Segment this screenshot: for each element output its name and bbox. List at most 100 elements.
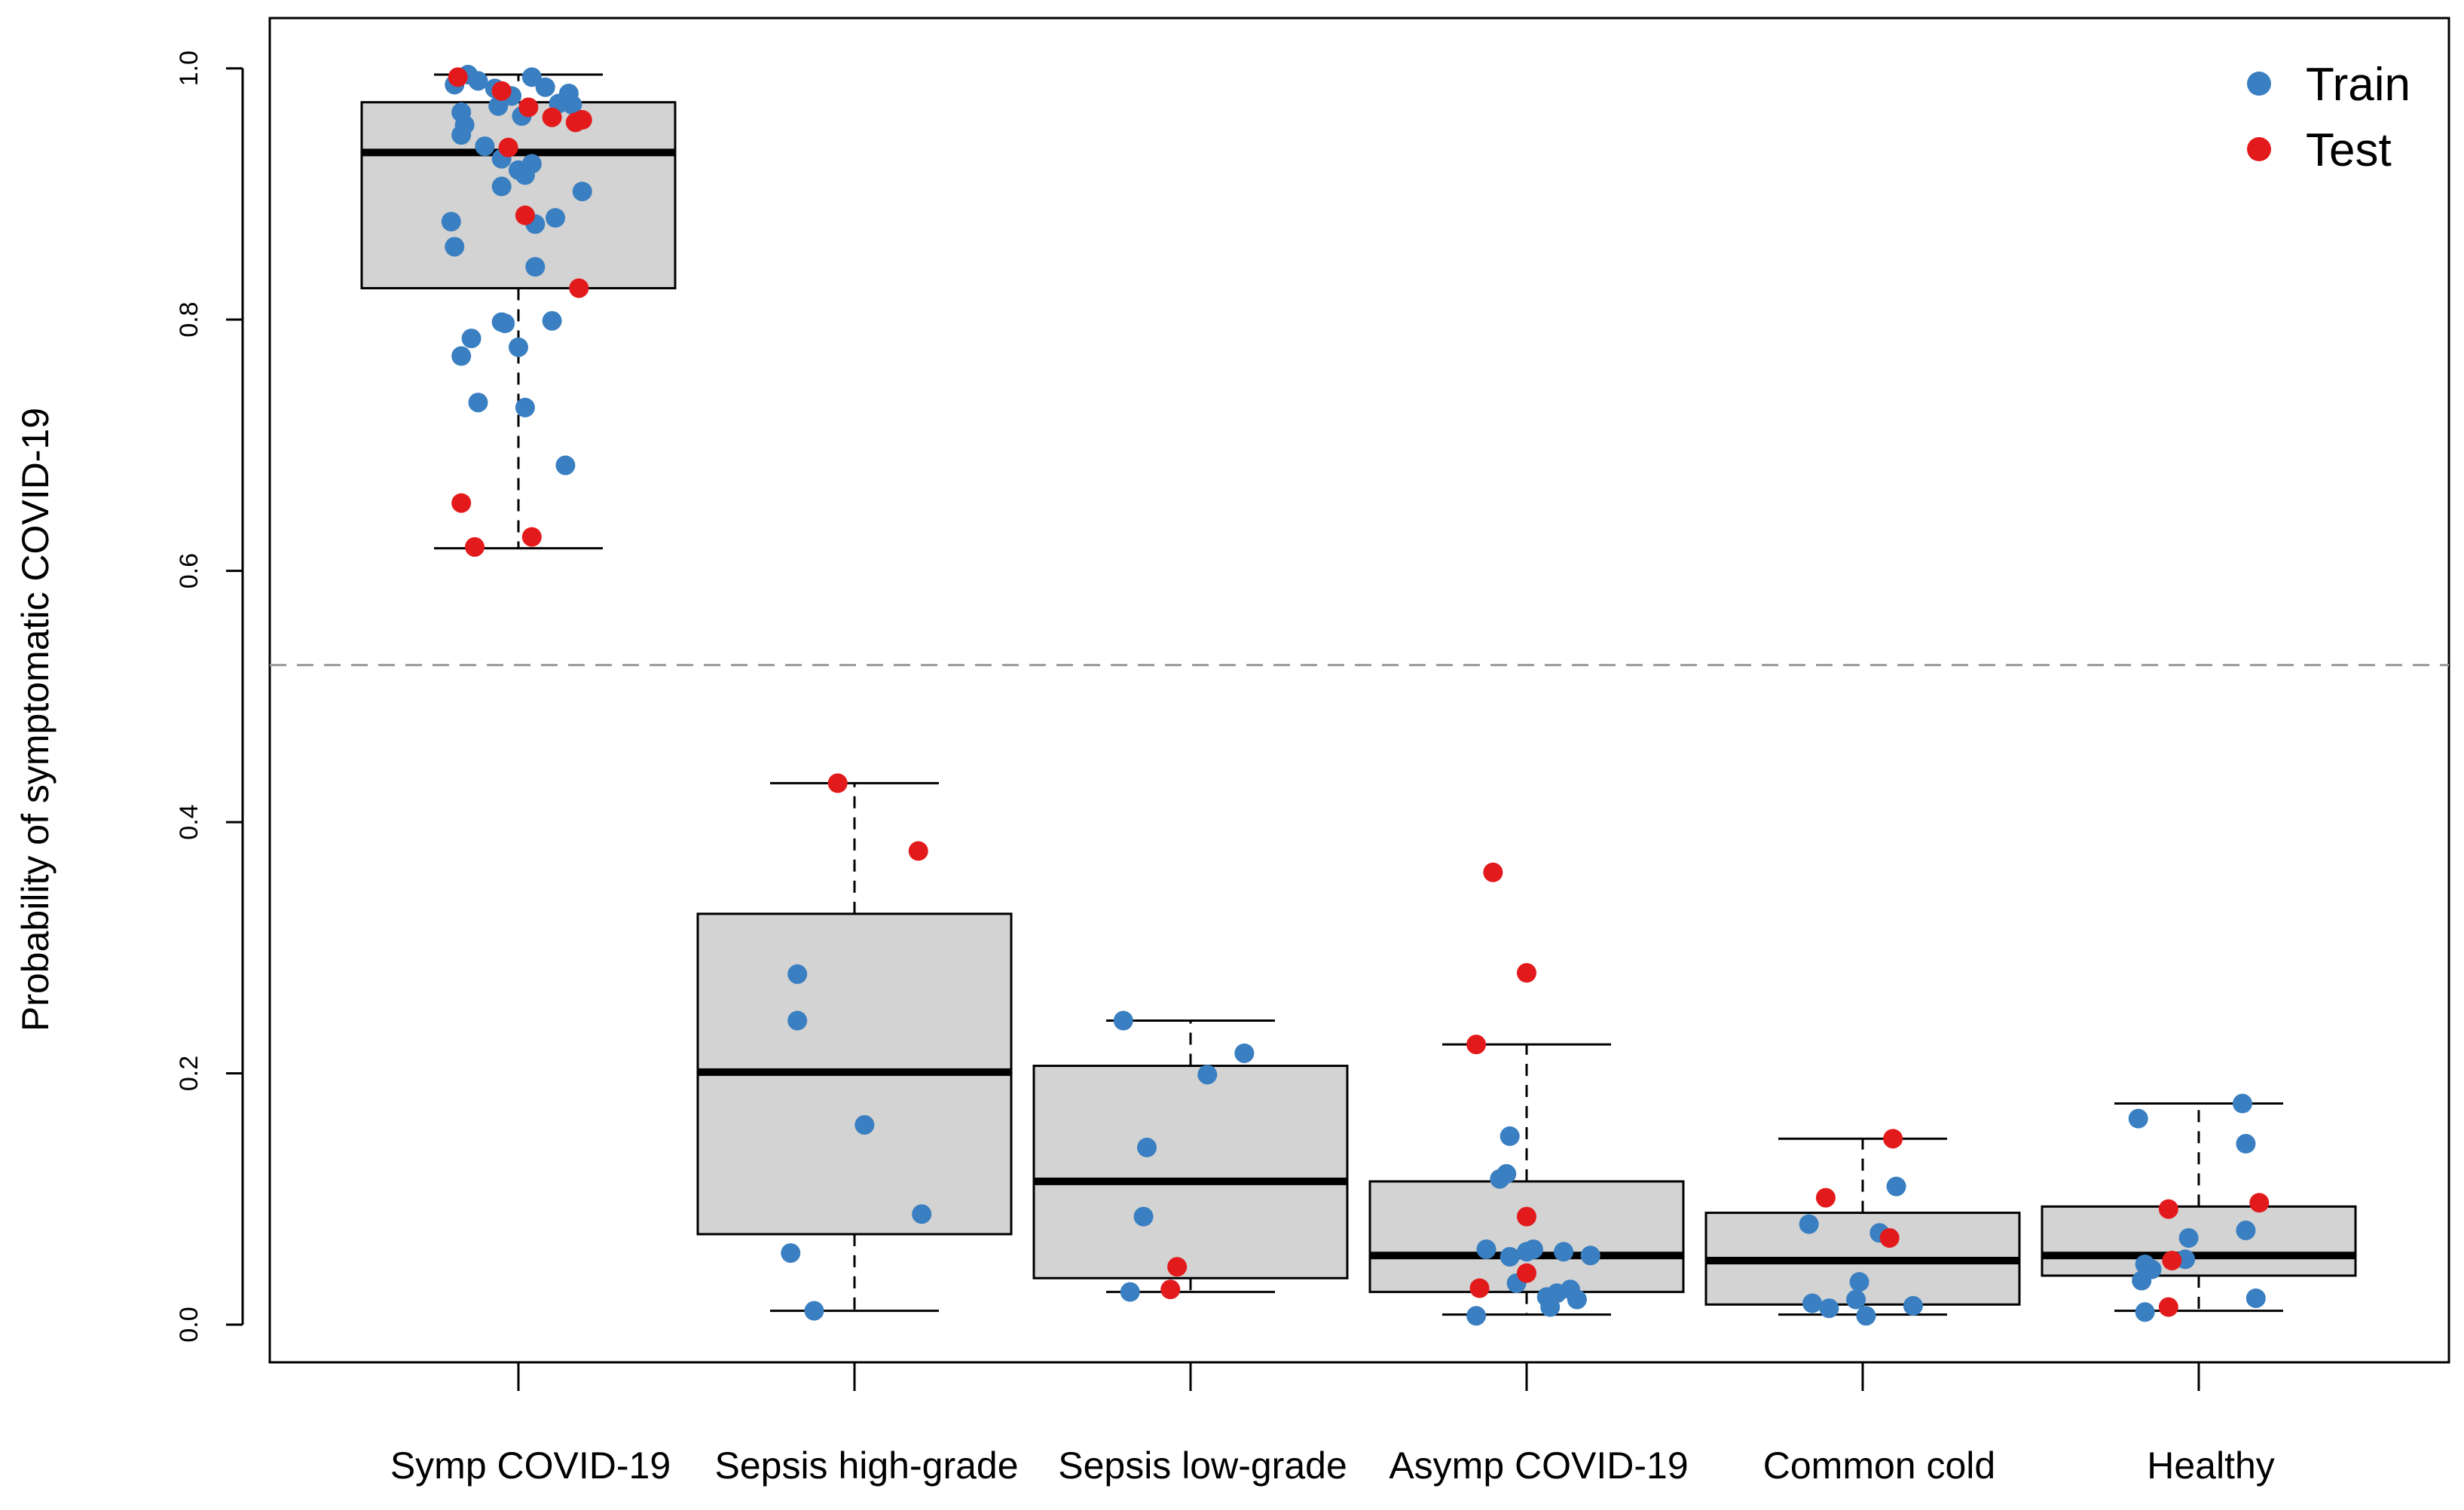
- test-point: [498, 137, 518, 157]
- train-point: [515, 165, 535, 185]
- legend: Train Test: [2247, 59, 2411, 176]
- box: [1368, 1180, 1685, 1294]
- test-point: [465, 536, 485, 557]
- test-point: [451, 493, 472, 513]
- test-point: [827, 773, 848, 793]
- x-tick-label: Sepsis high-grade: [714, 1444, 1018, 1487]
- train-point: [2236, 1133, 2256, 1154]
- test-point: [1883, 1129, 1903, 1149]
- test-point: [1517, 1263, 1536, 1283]
- test-point: [2158, 1297, 2178, 1317]
- train-point: [787, 964, 808, 984]
- train-point: [451, 346, 472, 366]
- box-group: [696, 781, 1013, 1313]
- legend-marker-test: [2247, 137, 2271, 161]
- train-point: [461, 329, 481, 349]
- box-group: [2041, 1102, 2357, 1313]
- train-point: [562, 95, 582, 115]
- train-point: [1197, 1065, 1218, 1085]
- test-point: [1167, 1257, 1188, 1277]
- train-point: [1476, 1239, 1496, 1259]
- test-point: [2158, 1199, 2178, 1219]
- train-point: [509, 337, 528, 357]
- train-point: [535, 77, 555, 97]
- train-point: [572, 182, 592, 202]
- train-point: [1133, 1206, 1154, 1227]
- y-tick-label: 0.6: [175, 553, 203, 588]
- train-point: [1580, 1246, 1600, 1266]
- test-point: [1483, 862, 1503, 882]
- train-point: [1846, 1289, 1866, 1310]
- test-point: [515, 205, 535, 225]
- x-tick-label: Asymp COVID-19: [1389, 1444, 1688, 1487]
- train-point: [912, 1204, 932, 1224]
- train-point: [491, 176, 512, 197]
- train-point: [2178, 1227, 2199, 1248]
- test-point: [518, 97, 539, 118]
- train-point: [521, 67, 542, 87]
- box-group: [360, 73, 677, 550]
- test-point: [542, 107, 562, 127]
- train-point: [2132, 1270, 2152, 1291]
- box: [1032, 1065, 1349, 1279]
- train-point: [468, 71, 488, 91]
- train-point: [488, 96, 509, 116]
- train-point: [1499, 1246, 1520, 1267]
- y-tick-label: 0.2: [175, 1056, 203, 1091]
- y-tick-label: 0.4: [175, 804, 203, 839]
- train-point: [555, 455, 576, 475]
- x-tick-label: Sepsis low-grade: [1058, 1444, 1347, 1487]
- test-point: [1466, 1035, 1487, 1055]
- train-point: [1466, 1306, 1487, 1326]
- train-point: [1856, 1306, 1876, 1326]
- train-point: [1799, 1214, 1819, 1234]
- train-point: [2128, 1108, 2148, 1129]
- test-point: [521, 527, 542, 547]
- test-point: [569, 278, 589, 298]
- y-tick-label: 0.0: [175, 1307, 203, 1342]
- train-point: [781, 1243, 801, 1263]
- train-point: [1819, 1298, 1839, 1319]
- train-point: [2245, 1288, 2266, 1308]
- box-group: [1368, 1043, 1685, 1316]
- train-point: [1120, 1282, 1140, 1302]
- train-point: [495, 313, 515, 334]
- test-point: [1517, 963, 1536, 983]
- legend-marker-train: [2247, 72, 2271, 96]
- train-point: [1567, 1289, 1587, 1310]
- train-point: [468, 393, 488, 413]
- train-point: [2236, 1220, 2256, 1240]
- train-point: [1234, 1043, 1255, 1063]
- test-point: [491, 81, 512, 101]
- train-point: [1499, 1126, 1520, 1146]
- box-group: [1032, 1019, 1349, 1294]
- test-point: [2249, 1193, 2270, 1213]
- train-point: [2135, 1302, 2155, 1322]
- train-point: [445, 237, 465, 257]
- plot-frame: [268, 17, 2450, 1364]
- train-point: [441, 212, 461, 232]
- train-point: [1802, 1293, 1823, 1313]
- test-point: [1517, 1206, 1536, 1227]
- train-point: [854, 1114, 875, 1135]
- box: [2041, 1205, 2357, 1277]
- x-tick-label: Symp COVID-19: [390, 1444, 671, 1487]
- test-point: [1815, 1188, 1836, 1208]
- train-point: [1849, 1272, 1869, 1292]
- box: [360, 101, 677, 289]
- test-point: [2162, 1250, 2182, 1270]
- y-axis: 0.0 0.2 0.4 0.6 0.8 1.0: [175, 50, 244, 1343]
- train-point: [451, 125, 472, 145]
- train-point: [525, 257, 546, 277]
- train-point: [542, 310, 562, 331]
- legend-label-train: Train: [2306, 59, 2411, 111]
- train-point: [1554, 1242, 1574, 1262]
- test-point: [908, 841, 928, 861]
- points-layer: [441, 65, 2270, 1326]
- train-point: [804, 1301, 824, 1321]
- x-tick-label: Healthy: [2147, 1444, 2275, 1487]
- x-axis: Symp COVID-19 Sepsis high-grade Sepsis low…: [390, 1362, 2275, 1487]
- test-point: [1879, 1227, 1900, 1248]
- train-point: [515, 397, 535, 417]
- train-point: [475, 136, 495, 157]
